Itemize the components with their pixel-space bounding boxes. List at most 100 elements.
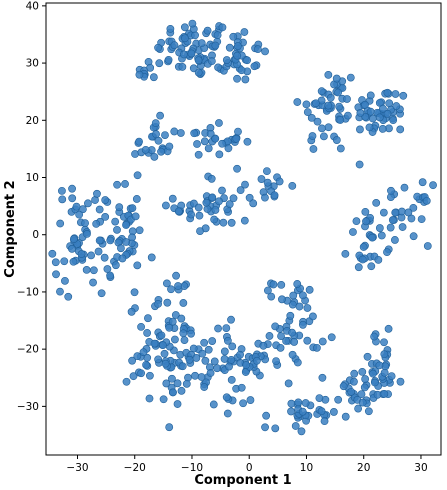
data-point xyxy=(181,34,189,43)
data-point xyxy=(157,331,166,340)
data-point xyxy=(121,180,129,188)
data-point xyxy=(336,144,345,153)
data-point xyxy=(375,361,384,370)
data-point xyxy=(356,125,364,134)
data-point xyxy=(161,359,170,368)
data-point xyxy=(95,205,104,214)
data-point xyxy=(200,383,209,391)
data-point xyxy=(198,349,207,358)
data-point xyxy=(194,56,203,65)
data-point xyxy=(115,203,124,212)
data-point xyxy=(171,335,179,344)
data-point xyxy=(380,368,389,377)
data-point xyxy=(95,236,104,245)
data-point xyxy=(143,329,152,337)
data-point xyxy=(213,364,222,373)
data-point xyxy=(146,371,154,380)
data-point xyxy=(152,130,160,139)
data-point xyxy=(177,386,186,395)
data-point xyxy=(297,427,306,436)
data-point xyxy=(89,266,98,275)
data-point xyxy=(319,132,328,141)
data-point xyxy=(377,231,386,240)
data-point xyxy=(239,399,247,408)
data-point xyxy=(354,263,363,272)
data-point xyxy=(222,324,231,332)
data-point xyxy=(200,137,209,146)
data-point xyxy=(87,251,96,260)
data-point xyxy=(335,102,344,111)
data-point xyxy=(329,408,338,416)
data-point xyxy=(317,87,326,96)
data-point xyxy=(224,144,233,153)
data-point xyxy=(404,208,413,217)
data-point xyxy=(259,341,268,350)
data-point xyxy=(135,70,144,79)
data-point xyxy=(298,407,307,416)
data-point xyxy=(133,352,142,361)
data-point xyxy=(243,56,252,65)
data-point xyxy=(157,147,165,156)
data-point xyxy=(161,131,169,139)
data-point xyxy=(222,56,231,64)
data-point xyxy=(89,278,97,287)
data-point xyxy=(379,208,388,217)
data-point xyxy=(179,329,188,338)
data-point xyxy=(145,394,154,403)
data-point xyxy=(178,63,187,71)
data-point xyxy=(68,244,76,253)
data-point xyxy=(225,43,234,52)
data-point xyxy=(370,378,379,387)
data-point xyxy=(386,223,395,232)
data-point xyxy=(92,219,101,228)
data-point xyxy=(163,298,172,307)
data-point xyxy=(106,271,114,280)
data-point xyxy=(240,28,249,36)
data-point xyxy=(151,119,160,128)
data-point xyxy=(60,257,69,266)
data-point xyxy=(56,219,65,228)
data-point xyxy=(334,88,343,97)
data-point xyxy=(93,189,101,198)
data-point xyxy=(233,51,242,60)
data-point xyxy=(261,193,269,202)
data-point xyxy=(286,311,295,320)
data-point xyxy=(341,249,350,258)
data-point xyxy=(293,358,302,367)
data-point xyxy=(400,183,409,192)
data-point xyxy=(227,315,235,324)
data-point xyxy=(135,137,143,146)
data-point xyxy=(269,280,278,289)
data-point xyxy=(373,390,382,399)
data-point xyxy=(211,206,220,214)
data-point xyxy=(129,372,138,381)
data-point xyxy=(194,203,203,212)
y-axis-ticks: −30 −20 −10 0 10 20 30 40 xyxy=(17,0,46,413)
data-point xyxy=(195,211,204,220)
data-point xyxy=(69,235,78,243)
data-point xyxy=(287,399,296,408)
data-point xyxy=(165,423,174,432)
data-point xyxy=(301,399,310,407)
data-point xyxy=(237,66,246,75)
data-point xyxy=(309,145,318,153)
data-point xyxy=(308,132,317,140)
data-point xyxy=(106,236,115,245)
data-point xyxy=(318,337,327,346)
data-point xyxy=(194,68,203,77)
data-point xyxy=(261,47,269,56)
data-point xyxy=(135,226,144,235)
data-point xyxy=(270,191,279,200)
data-point xyxy=(354,404,363,413)
data-point xyxy=(68,194,77,203)
data-point xyxy=(358,398,367,407)
data-point xyxy=(189,64,198,73)
data-point xyxy=(169,388,177,397)
data-point xyxy=(339,382,348,391)
data-point xyxy=(168,317,177,326)
plot-frame xyxy=(45,2,442,456)
data-point xyxy=(277,332,285,341)
data-point xyxy=(417,215,426,224)
data-point xyxy=(332,74,341,83)
